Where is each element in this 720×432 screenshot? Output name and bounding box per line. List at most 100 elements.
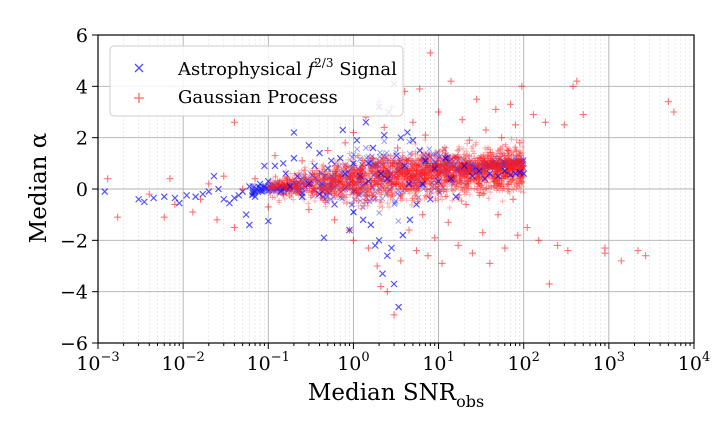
cloud-marker xyxy=(259,186,266,193)
cloud-marker xyxy=(337,194,344,201)
gaussian-process-point xyxy=(426,49,434,57)
cloud-marker xyxy=(323,170,330,176)
cloud-marker xyxy=(455,166,461,173)
cloud-marker xyxy=(495,162,502,169)
cloud-marker xyxy=(379,182,386,189)
gaussian-process-point xyxy=(507,100,515,108)
cloud-marker xyxy=(495,162,502,168)
cloud-marker xyxy=(518,154,524,161)
cloud-marker xyxy=(494,147,501,154)
cloud-marker xyxy=(305,200,311,207)
cloud-marker xyxy=(512,156,519,163)
cloud-marker xyxy=(470,143,476,149)
gaussian-process-point xyxy=(412,247,420,255)
cloud-marker xyxy=(341,185,348,191)
astrophysical-point xyxy=(320,234,328,242)
cloud-marker xyxy=(253,186,259,193)
cloud-marker xyxy=(484,164,491,171)
cloud-marker xyxy=(416,186,422,192)
cloud-marker xyxy=(326,195,332,201)
cloud-marker xyxy=(374,159,381,166)
astrophysical-point xyxy=(403,129,411,136)
cloud-marker xyxy=(354,146,361,153)
cloud-marker xyxy=(417,163,424,169)
gaussian-process-point xyxy=(462,200,470,208)
cloud-marker xyxy=(332,188,338,194)
gaussian-process-point xyxy=(364,244,372,252)
cloud-marker xyxy=(418,168,425,175)
cloud-marker xyxy=(334,182,341,188)
cloud-marker xyxy=(329,186,336,193)
cloud-marker xyxy=(481,163,488,170)
cloud-marker xyxy=(389,163,396,170)
cloud-marker xyxy=(403,197,410,203)
cloud-marker xyxy=(380,186,387,192)
cloud-marker xyxy=(360,176,366,183)
cloud-marker xyxy=(402,169,409,176)
cloud-marker xyxy=(444,171,451,178)
cloud-marker xyxy=(480,165,487,172)
cloud-marker xyxy=(292,187,299,194)
cloud-marker xyxy=(492,162,499,168)
cloud-marker xyxy=(496,155,502,162)
cloud-marker xyxy=(513,161,520,168)
cloud-marker xyxy=(423,164,429,171)
cloud-marker xyxy=(514,160,521,167)
cloud-marker xyxy=(261,183,268,190)
cloud-marker xyxy=(346,180,353,187)
cloud-marker xyxy=(514,160,521,167)
cloud-marker xyxy=(289,191,296,197)
cloud-marker xyxy=(513,148,519,155)
cloud-marker xyxy=(417,157,424,164)
cloud-marker xyxy=(472,166,479,173)
cloud-marker xyxy=(331,174,338,181)
cloud-marker xyxy=(352,173,359,180)
cloud-marker xyxy=(279,184,286,191)
cloud-marker xyxy=(280,184,287,191)
cloud-marker xyxy=(348,184,355,191)
cloud-marker xyxy=(441,146,448,153)
cloud-marker xyxy=(383,154,390,161)
cloud-marker xyxy=(328,173,335,180)
cloud-marker xyxy=(259,188,265,195)
cloud-marker xyxy=(513,147,519,153)
cloud-marker xyxy=(399,172,406,178)
cloud-marker xyxy=(344,180,351,187)
cloud-marker xyxy=(272,188,279,195)
cloud-marker xyxy=(326,189,333,196)
cloud-marker xyxy=(423,168,430,174)
cloud-marker xyxy=(313,175,320,182)
cloud-marker xyxy=(371,170,378,177)
cloud-marker xyxy=(262,186,268,193)
cloud-marker xyxy=(351,186,358,192)
cloud-marker xyxy=(358,168,364,174)
cloud-marker xyxy=(370,160,377,167)
cloud-marker xyxy=(272,183,279,190)
cloud-marker xyxy=(264,185,270,192)
cloud-marker xyxy=(316,182,323,189)
cloud-marker xyxy=(483,164,490,170)
cloud-marker xyxy=(391,161,397,168)
cloud-marker xyxy=(377,180,383,187)
cloud-marker xyxy=(480,165,487,172)
cloud-marker xyxy=(488,160,495,167)
cloud-marker xyxy=(435,172,442,178)
cloud-marker xyxy=(287,185,293,192)
cloud-marker xyxy=(340,186,347,193)
gaussian-process-point xyxy=(511,121,519,129)
gaussian-process-point xyxy=(573,77,581,85)
cloud-marker xyxy=(371,189,377,196)
gaussian-process-point xyxy=(518,82,526,90)
cloud-marker xyxy=(414,171,421,178)
astrophysical-point xyxy=(101,188,109,195)
cloud-marker xyxy=(461,169,468,176)
cloud-marker xyxy=(347,165,354,172)
cloud-marker xyxy=(506,157,513,163)
cloud-marker xyxy=(482,161,489,168)
cloud-marker xyxy=(379,160,385,166)
cloud-marker xyxy=(434,185,441,192)
cloud-marker xyxy=(500,158,507,165)
cloud-marker xyxy=(329,176,336,183)
cloud-marker xyxy=(412,185,419,192)
cloud-marker xyxy=(435,163,441,170)
